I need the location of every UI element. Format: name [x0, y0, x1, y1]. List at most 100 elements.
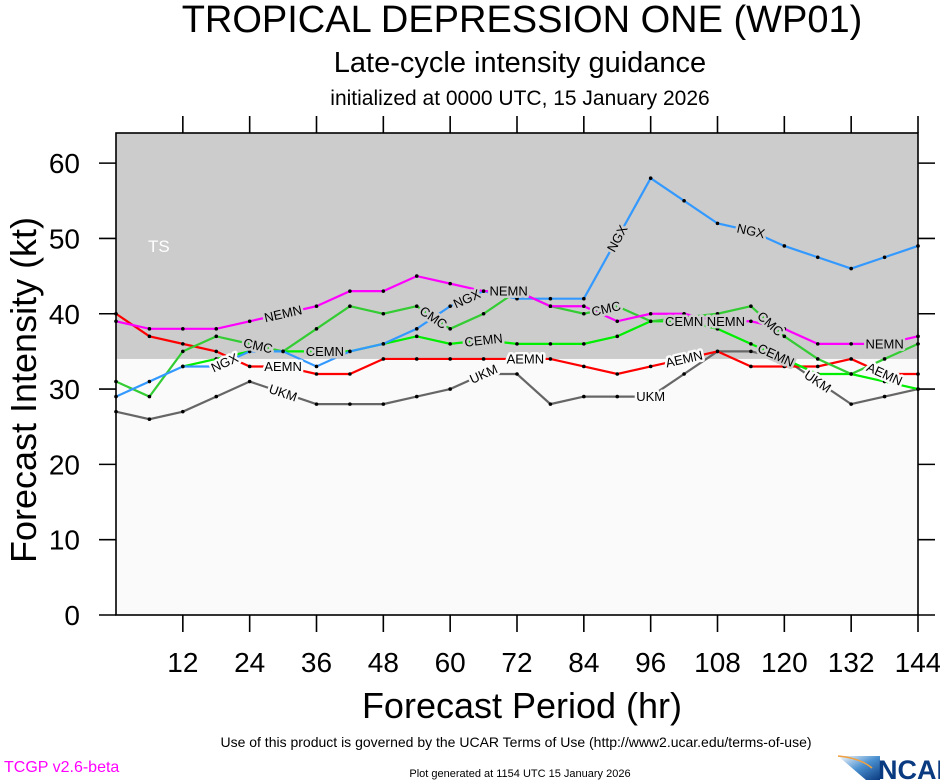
- data-point: [448, 327, 452, 331]
- data-point: [147, 394, 152, 399]
- data-point: [147, 334, 152, 339]
- data-point: [682, 311, 686, 316]
- data-point: [481, 311, 486, 316]
- data-point: [749, 319, 753, 324]
- data-point: [448, 342, 452, 346]
- version-label: TCGP v2.6-beta: [4, 759, 119, 776]
- series-nemn: [114, 274, 920, 346]
- data-point: [815, 372, 820, 376]
- data-point: [314, 402, 319, 406]
- data-point: [782, 364, 787, 369]
- data-point: [582, 394, 586, 399]
- series-label: NEMN: [707, 314, 745, 329]
- data-point: [381, 342, 386, 346]
- data-point: [181, 327, 185, 331]
- data-point: [682, 198, 686, 203]
- data-point: [882, 357, 887, 361]
- data-point: [849, 342, 853, 346]
- series-label: NEMN: [490, 284, 528, 299]
- data-point: [314, 304, 319, 309]
- chart-title: TROPICAL DEPRESSION ONE (WP01): [182, 0, 863, 41]
- series-aemn: [114, 311, 920, 376]
- data-point: [815, 255, 820, 260]
- x-tick-label: 144: [895, 647, 940, 678]
- y-tick-label: 60: [49, 148, 80, 179]
- y-axis-label: Forecast Intensity (kt): [3, 217, 44, 563]
- x-tick-label: 24: [234, 647, 265, 678]
- x-tick-label: 108: [694, 647, 741, 678]
- data-point: [247, 349, 252, 354]
- data-point: [648, 319, 653, 324]
- series-label: CEMN: [665, 314, 703, 329]
- data-point: [147, 417, 152, 421]
- data-point: [414, 274, 419, 278]
- series-label: CEMN: [464, 331, 504, 350]
- y-tick-label: 40: [49, 299, 80, 330]
- data-point: [414, 394, 419, 399]
- data-point: [247, 319, 252, 324]
- data-point: [849, 372, 853, 376]
- data-point: [214, 349, 219, 354]
- data-point: [147, 327, 152, 331]
- data-point: [481, 357, 486, 361]
- data-point: [381, 311, 386, 316]
- data-point: [181, 409, 185, 414]
- data-point: [348, 304, 352, 309]
- x-tick-label: 120: [761, 647, 808, 678]
- series-label: CEMN: [306, 344, 344, 359]
- data-point: [849, 402, 853, 406]
- data-point: [548, 357, 553, 361]
- terms-of-use: Use of this product is governed by the U…: [220, 734, 811, 750]
- data-point: [682, 315, 686, 320]
- data-point: [615, 372, 620, 376]
- y-tick-label: 10: [49, 525, 80, 556]
- data-point: [782, 334, 787, 339]
- data-point: [548, 296, 553, 301]
- data-point: [214, 334, 219, 339]
- data-point: [749, 349, 753, 354]
- y-tick-label: 50: [49, 223, 80, 254]
- data-point: [214, 357, 219, 361]
- data-point: [715, 327, 720, 331]
- data-point: [815, 342, 820, 346]
- data-point: [648, 364, 653, 369]
- x-tick-label: 72: [501, 647, 532, 678]
- data-point: [882, 255, 887, 260]
- data-point: [715, 349, 720, 354]
- data-point: [749, 342, 753, 346]
- data-point: [348, 402, 352, 406]
- data-point: [648, 311, 653, 316]
- x-tick-label: 48: [368, 647, 399, 678]
- data-point: [615, 394, 620, 399]
- data-point: [815, 357, 820, 361]
- data-point: [582, 304, 586, 309]
- data-point: [281, 349, 285, 354]
- data-point: [348, 349, 352, 354]
- data-point: [448, 357, 452, 361]
- data-point: [615, 319, 620, 324]
- data-point: [348, 372, 352, 376]
- series-label: AEMN: [264, 359, 302, 374]
- data-point: [548, 342, 553, 346]
- data-point: [648, 176, 653, 180]
- ts-band-label: TS: [148, 237, 170, 256]
- data-point: [448, 304, 452, 309]
- data-point: [381, 402, 386, 406]
- data-point: [181, 349, 185, 354]
- data-point: [582, 342, 586, 346]
- series-lines: [114, 176, 920, 421]
- data-point: [882, 379, 887, 384]
- generated-time: Plot generated at 1154 UTC 15 January 20…: [409, 768, 630, 780]
- data-point: [381, 357, 386, 361]
- data-point: [515, 342, 519, 346]
- y-tick-label: 30: [49, 374, 80, 405]
- y-tick-label: 0: [64, 600, 80, 631]
- x-axis-label: Forecast Period (hr): [362, 685, 682, 726]
- data-point: [582, 296, 586, 301]
- data-point: [414, 357, 419, 361]
- data-point: [882, 394, 887, 399]
- series-label: UKM: [636, 389, 665, 404]
- data-point: [147, 379, 152, 384]
- data-point: [414, 334, 419, 339]
